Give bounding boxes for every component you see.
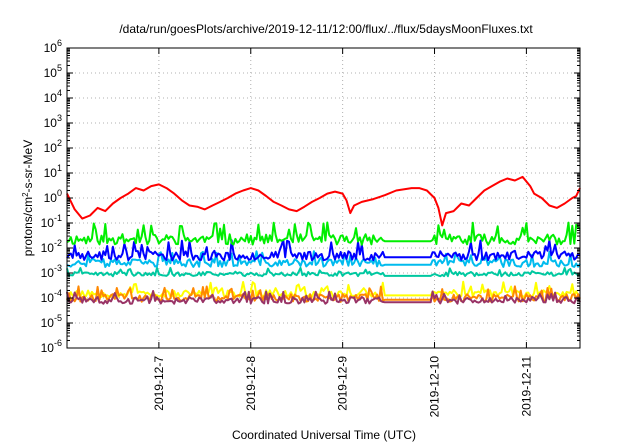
- series-line: [66, 266, 581, 278]
- y-tick-label: 104: [44, 88, 62, 105]
- series-line: [66, 175, 581, 227]
- y-tick-label: 101: [44, 163, 62, 180]
- x-tick-label: 2019-12-10: [428, 356, 442, 418]
- y-tick-label: 10-3: [41, 263, 62, 280]
- chart-title: /data/run/goesPlots/archive/2019-12-11/1…: [119, 22, 533, 36]
- y-axis: 10-6 10-5 10-4 10-3 10-2 10-1 100 101 102 103 104 1…: [41, 38, 580, 355]
- y-tick-label: 102: [44, 138, 62, 155]
- y-tick-label: 10-6: [41, 338, 62, 355]
- y-tick-label: 10-4: [41, 288, 62, 305]
- x-tick-label: 2019-12-7: [152, 356, 166, 411]
- x-tick-label: 2019-12-11: [519, 356, 533, 417]
- series-group: [66, 175, 581, 305]
- y-tick-label: 103: [44, 113, 62, 130]
- y-axis-label: protons/cm2-s-sr-MeV: [21, 140, 36, 256]
- y-tick-label: 106: [44, 38, 62, 55]
- series-line: [66, 280, 581, 298]
- y-tick-label: 10-5: [41, 313, 62, 330]
- x-tick-label: 2019-12-9: [336, 356, 350, 411]
- series-line: [66, 239, 581, 262]
- y-tick-label: 100: [44, 188, 62, 205]
- series-line: [66, 250, 581, 268]
- series-line: [66, 221, 581, 246]
- series-line: [66, 290, 581, 305]
- x-axis: 2019-12-7 2019-12-8 2019-12-9 2019-12-10 201…: [152, 48, 533, 418]
- y-tick-label: 10-2: [41, 238, 62, 255]
- y-tick-label: 10-1: [41, 213, 62, 230]
- y-tick-label: 105: [44, 63, 62, 80]
- x-axis-label: Coordinated Universal Time (UTC): [232, 428, 416, 442]
- x-tick-label: 2019-12-8: [244, 356, 258, 411]
